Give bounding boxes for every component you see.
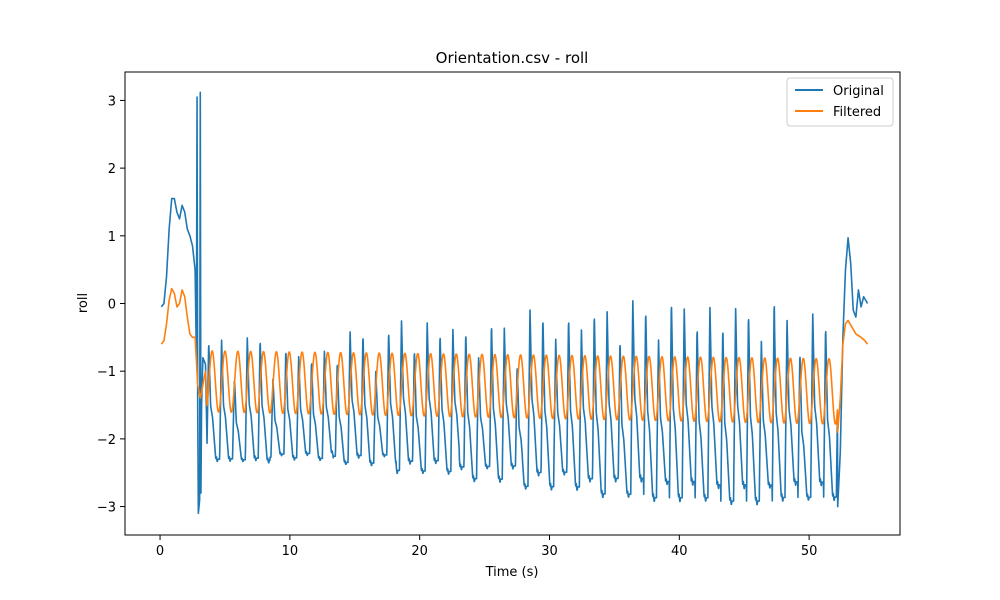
x-axis-ticks: 0 10 20 30 40 50 [156, 535, 817, 559]
series-line-original [160, 91, 869, 515]
y-tick-label: 3 [108, 94, 116, 109]
y-axis-label: roll [76, 293, 91, 313]
plot-area: 0 10 20 30 40 50 −3 −2 −1 0 1 2 3 [97, 71, 901, 559]
y-tick-label: −2 [97, 433, 116, 448]
legend: Original Filtered [786, 77, 894, 127]
x-tick-label: 10 [282, 544, 299, 559]
y-tick-label: 0 [108, 298, 116, 313]
series-layer [160, 91, 869, 515]
y-tick-label: −3 [97, 501, 116, 516]
series-line-filtered [160, 287, 869, 433]
y-tick-label: 2 [108, 162, 116, 177]
x-tick-label: 30 [541, 544, 558, 559]
x-tick-label: 0 [156, 544, 164, 559]
legend-label-filtered: Filtered [833, 105, 881, 120]
x-axis-label: Time (s) [485, 565, 539, 580]
y-tick-label: 1 [108, 230, 116, 245]
y-axis-ticks: −3 −2 −1 0 1 2 3 [97, 94, 125, 516]
y-tick-label: −1 [97, 365, 116, 380]
x-tick-label: 50 [801, 544, 818, 559]
x-tick-label: 20 [411, 544, 428, 559]
chart-title: Orientation.csv - roll [436, 49, 589, 67]
legend-label-original: Original [833, 84, 884, 99]
x-tick-label: 40 [671, 544, 688, 559]
